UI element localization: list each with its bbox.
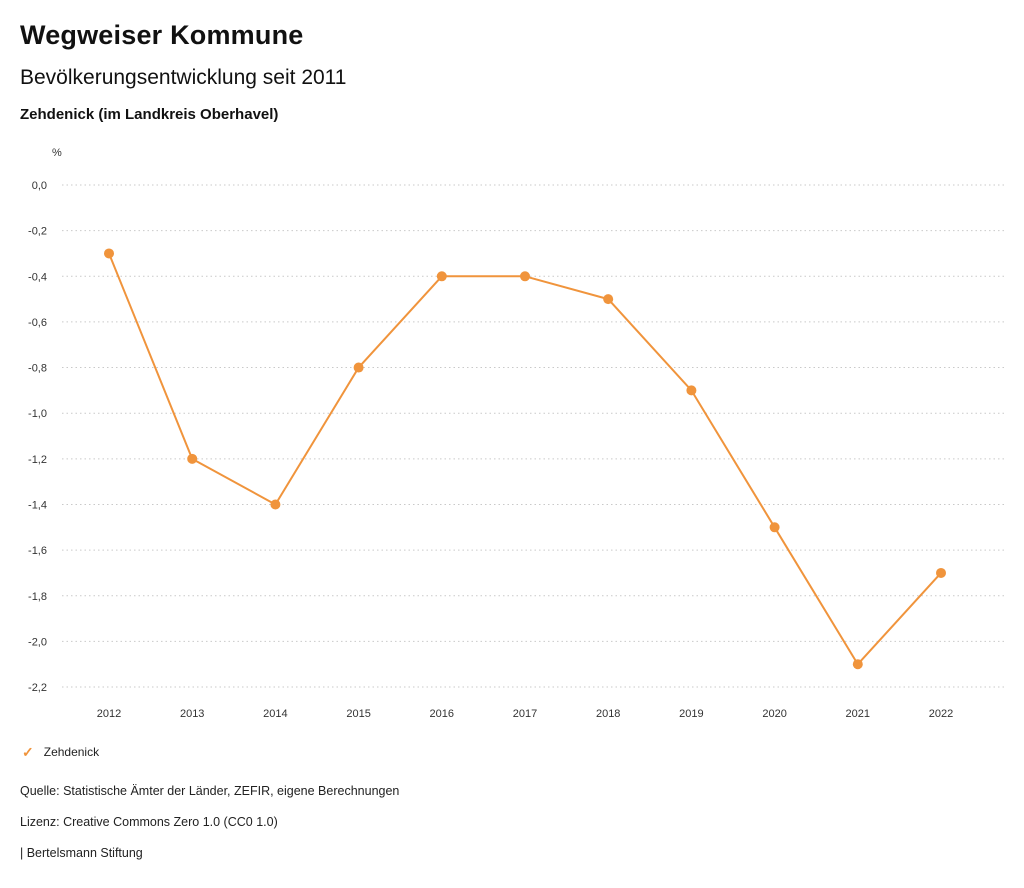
- x-tick-label: 2012: [97, 708, 121, 720]
- data-point-2021[interactable]: [852, 659, 863, 670]
- x-tick-label: 2017: [513, 708, 537, 720]
- chart-area: 0,0 -0,2 -0,4 -0,6 -0,8 -1,0 -1,2 -1,4 -1,6 -1,8 -…: [0, 140, 1024, 725]
- legend-label: Zehdenick: [43, 745, 100, 759]
- data-point-2015[interactable]: [353, 362, 364, 373]
- data-point-2016[interactable]: [436, 271, 447, 282]
- y-tick-label: -0,6: [28, 317, 47, 329]
- x-tick-label: 2018: [596, 708, 620, 720]
- data-point-2017[interactable]: [520, 271, 530, 282]
- y-tick-label: -1,8: [28, 591, 47, 603]
- data-point-2014[interactable]: [270, 499, 281, 510]
- y-tick-label: -1,2: [28, 454, 47, 466]
- y-tick-label: -1,0: [28, 408, 47, 420]
- y-tick-label: -1,6: [28, 545, 47, 557]
- y-axis-unit-label: %: [52, 147, 62, 159]
- data-point-2013[interactable]: [187, 453, 198, 464]
- x-tick-label: 2013: [180, 708, 204, 720]
- y-tick-label: -0,4: [28, 271, 47, 283]
- legend-item-zehdenick[interactable]: ✓ Zehdenick: [22, 745, 99, 759]
- y-tick-label: -0,2: [28, 226, 47, 238]
- chart-region-subtitle: Zehdenick (im Landkreis Oberhavel): [20, 106, 279, 123]
- data-point-2018[interactable]: [603, 294, 614, 305]
- chart-footer: Quelle: Statistische Ämter der Länder, Z…: [20, 784, 920, 877]
- x-tick-label: 2021: [846, 708, 870, 720]
- x-tick-label: 2015: [346, 708, 370, 720]
- data-point-2020[interactable]: [769, 522, 780, 533]
- x-tick-label: 2014: [263, 708, 287, 720]
- y-tick-label: -0,8: [28, 363, 47, 375]
- data-point-2012[interactable]: [104, 248, 114, 259]
- y-tick-label: 0,0: [32, 180, 47, 192]
- source-note: Quelle: Statistische Ämter der Länder, Z…: [20, 784, 400, 798]
- x-tick-label: 2020: [762, 708, 786, 720]
- attribution-note: | Bertelsmann Stiftung: [20, 846, 143, 860]
- y-tick-label: -2,0: [28, 636, 47, 648]
- x-tick-label: 2022: [929, 708, 953, 720]
- y-tick-label: -2,2: [28, 682, 47, 694]
- y-tick-label: -1,4: [28, 499, 47, 511]
- x-tick-label: 2019: [679, 708, 703, 720]
- legend-check-icon: ✓: [22, 744, 34, 760]
- line-chart: 0,0 -0,2 -0,4 -0,6 -0,8 -1,0 -1,2 -1,4 -1,6 -1,8 -…: [28, 180, 1004, 720]
- page-title: Wegweiser Kommune: [20, 20, 304, 50]
- data-point-2022[interactable]: [936, 567, 946, 578]
- license-note: Lizenz: Creative Commons Zero 1.0 (CC0 1…: [20, 815, 278, 829]
- x-tick-label: 2016: [430, 708, 454, 720]
- chart-title: Bevölkerungsentwicklung seit 2011: [20, 66, 347, 89]
- data-point-2019[interactable]: [686, 385, 697, 396]
